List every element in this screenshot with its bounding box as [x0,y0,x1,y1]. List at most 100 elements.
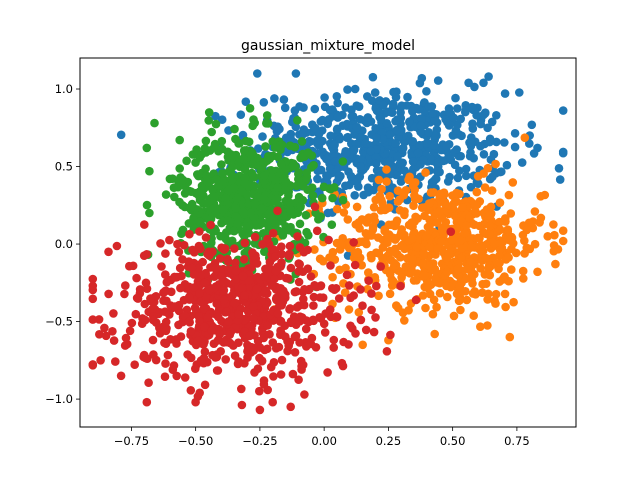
scatter-point [416,121,426,130]
scatter-point [488,172,497,182]
plot-frame [79,57,577,428]
scatter-point [196,356,206,365]
scatter-point [466,257,475,267]
scatter-point [178,201,187,210]
scatter-point [339,337,348,347]
scatter-point [184,257,194,266]
scatter-point [249,346,259,355]
scatter-point [320,102,330,112]
scatter-point [155,308,164,317]
scatter-point [245,331,254,341]
scatter-point [481,253,490,263]
scatter-point [281,177,291,186]
scatter-point [230,351,240,361]
scatter-point [335,134,344,144]
scatter-point [347,112,357,121]
scatter-point [367,289,376,298]
scatter-point [223,254,232,264]
scatter-point [248,248,257,257]
scatter-point [269,358,279,367]
scatter-point [450,160,460,170]
scatter-point [377,184,386,194]
scatter-point [290,348,300,357]
scatter-point [428,109,438,118]
scatter-point [162,277,172,287]
scatter-point [200,322,209,332]
scatter-point [273,152,283,162]
scatter-point [397,145,407,154]
scatter-point [228,151,237,160]
scatter-point [342,270,352,280]
scatter-point [297,137,307,146]
scatter-point [142,200,152,210]
scatter-point [264,209,274,219]
scatter-point [142,143,152,153]
scatter-point [280,103,290,113]
scatter-point [328,193,337,203]
scatter-point [525,139,534,148]
scatter-point [211,353,220,362]
scatter-point [370,88,380,97]
scatter-point [303,264,313,274]
scatter-point [393,186,403,195]
scatter-point [229,183,239,193]
scatter-point [268,397,278,407]
scatter-point [293,116,302,125]
scatter-point [184,219,194,228]
scatter-point [515,88,524,97]
scatter-point [109,309,118,318]
scatter-point [310,202,320,211]
scatter-point [510,129,520,138]
scatter-point [350,260,360,270]
scatter-point [500,138,509,147]
scatter-point [408,254,418,264]
scatter-point [218,205,228,215]
scatter-point [234,139,243,148]
scatter-point [506,209,516,218]
scatter-point [558,226,568,235]
scatter-point [433,244,442,253]
scatter-point [217,272,226,282]
x-tick-label: −0.75 [114,434,149,448]
scatter-point [400,207,409,216]
scatter-point [178,225,188,235]
scatter-point [323,172,332,181]
scatter-point [148,305,157,314]
scatter-point [533,267,542,277]
scatter-point [298,181,308,191]
scatter-point [259,333,269,343]
scatter-point [414,105,424,114]
scatter-point [491,289,501,299]
scatter-point [230,124,239,134]
scatter-point [223,216,232,225]
scatter-point [302,168,312,178]
scatter-point [323,368,332,377]
scatter-point [231,275,241,284]
scatter-point [145,166,154,176]
scatter-point [257,163,267,172]
scatter-point [435,288,445,298]
scatter-point [328,272,337,282]
scatter-point [263,119,273,128]
scatter-point [498,275,508,284]
scatter-point [229,226,238,236]
scatter-point [311,123,320,133]
scatter-point [389,258,399,268]
scatter-point [186,327,196,336]
scatter-point [301,324,311,334]
x-tick-label: 0.50 [440,434,466,448]
scatter-point [204,116,213,125]
scatter-point [161,249,170,258]
scatter-point [472,200,482,209]
scatter-point [108,327,117,336]
scatter-point [454,296,464,306]
scatter-point [88,294,98,304]
scatter-point [549,220,558,229]
scatter-point [132,293,142,303]
scatter-point [221,193,230,203]
scatter-point [415,140,424,150]
scatter-point [130,360,139,370]
scatter-point [316,212,326,221]
scatter-point [405,172,414,182]
scatter-point [273,206,282,216]
